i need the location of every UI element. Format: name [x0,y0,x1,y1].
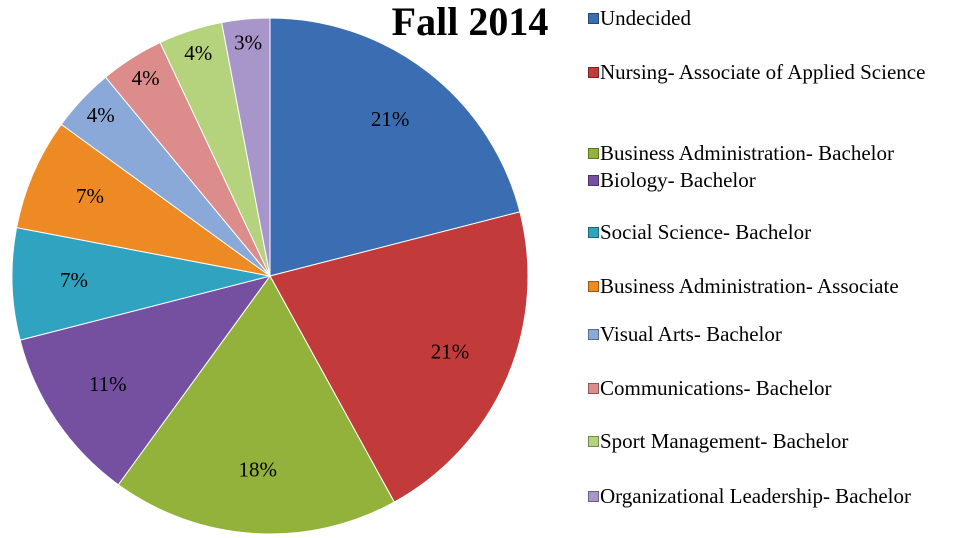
pie-slice [117,275,395,535]
legend-swatch [588,436,599,447]
legend-swatch [588,281,599,292]
pie-slice [15,123,271,277]
legend-label: Business Administration- Associate [600,274,899,298]
data-label: 7% [76,184,104,208]
legend-swatch [588,175,599,186]
legend-label: Nursing- Associate of Applied Science [600,60,926,84]
legend-label: Sport Management- Bachelor [600,429,849,453]
legend-item: Social Science- Bachelor [588,220,960,245]
legend-label: Organizational Leadership- Bachelor [600,484,911,508]
pie-slice [221,17,271,277]
legend-swatch [588,491,599,502]
pie-slice [19,275,272,486]
data-label: 18% [238,458,277,482]
legend-item: Biology- Bachelor [588,168,960,193]
pie-slice [269,17,521,277]
legend-label: Business Administration- Bachelor [600,141,894,165]
legend-item: Business Administration- Bachelor [588,141,960,166]
pie-slice [11,227,271,341]
legend-item: Business Administration- Associate [588,274,960,299]
legend-item: Sport Management- Bachelor [588,429,960,454]
legend-label: Social Science- Bachelor [600,220,812,244]
data-label: 4% [87,103,115,127]
legend-label: Communications- Bachelor [600,376,832,400]
legend-item: Undecided [588,6,960,31]
legend-swatch [588,329,599,340]
legend-label: Undecided [600,6,691,30]
pie-slice [269,211,529,503]
data-label: 3% [234,31,262,55]
legend-swatch [588,67,599,78]
legend-label: Visual Arts- Bachelor [600,322,782,346]
chart-title: Fall 2014 [392,0,549,44]
data-label: 21% [431,340,470,364]
data-label: 21% [371,107,410,131]
legend-item: Nursing- Associate of Applied Science [588,60,960,85]
legend-swatch [588,13,599,24]
legend-item: Communications- Bachelor [588,376,960,401]
legend-swatch [588,227,599,238]
data-label: 4% [132,66,160,90]
data-label: 11% [89,372,127,396]
legend-item: Visual Arts- Bachelor [588,322,960,347]
legend-label: Biology- Bachelor [600,168,756,192]
legend-item: Organizational Leadership- Bachelor [588,484,960,509]
data-label: 7% [60,268,88,292]
legend-swatch [588,383,599,394]
legend-swatch [588,148,599,159]
data-label: 4% [184,41,212,65]
